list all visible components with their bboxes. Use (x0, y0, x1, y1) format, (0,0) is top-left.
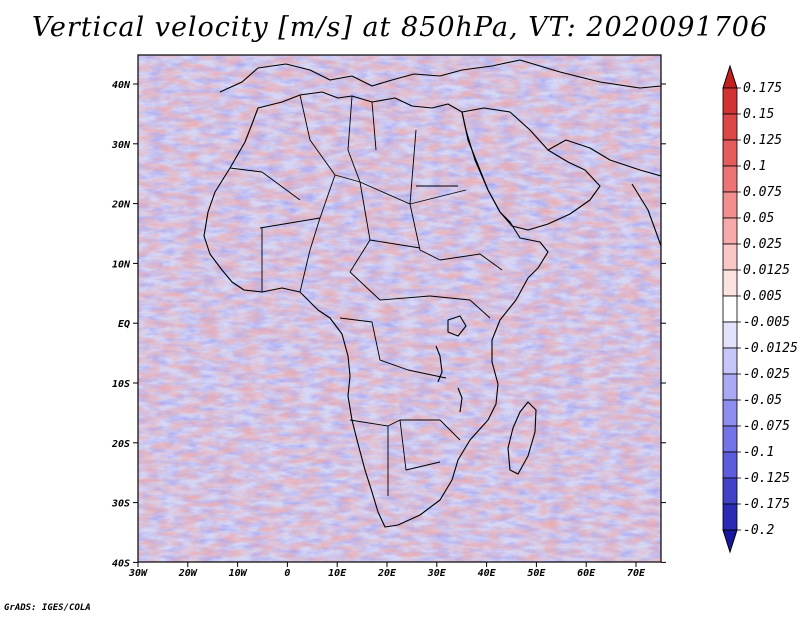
colorbar-label: -0.1 (743, 445, 774, 460)
colorbar-label: 0.125 (743, 133, 782, 148)
europe-coastline (219, 59, 521, 93)
lat-label: 10N (112, 259, 131, 270)
lake-malawi (457, 387, 463, 413)
lat-label: 30N (111, 140, 131, 151)
colorbar-swatch (722, 373, 738, 401)
colorbar-swatch (722, 503, 738, 531)
coastlines (203, 59, 661, 528)
map-title: Vertical velocity [m/s] at 850hPa, VT: 2… (31, 12, 769, 43)
colorbar-label: 0.005 (743, 289, 782, 304)
colorbar-label: -0.05 (743, 393, 782, 408)
colorbar-label: 0.15 (743, 107, 774, 122)
lat-label: 10S (112, 379, 130, 390)
longitude-ticks: 30W 20W 10W 0 10E 20E 30E 40E 50E 60E 70E (128, 562, 646, 579)
lake-victoria (447, 315, 467, 337)
colorbar-swatch (722, 191, 738, 219)
colorbar-label: 0.075 (743, 185, 782, 200)
colorbar-swatch (722, 295, 738, 323)
country-borders (229, 94, 503, 496)
colorbar: 0.175 0.15 0.125 0.1 0.075 0.05 0.025 0.0125 0.0… (722, 64, 798, 554)
colorbar-top-arrow (722, 64, 738, 89)
lon-label: 30W (128, 568, 148, 579)
colorbar-label: 0.175 (743, 81, 782, 96)
colorbar-label: -0.025 (743, 367, 790, 382)
lat-label: EQ (118, 319, 130, 330)
colorbar-label: 0.05 (743, 211, 774, 226)
colorbar-bottom-arrow (722, 529, 738, 554)
lon-label: 20E (377, 568, 397, 579)
lat-label: 30S (111, 499, 130, 510)
colorbar-swatch (722, 165, 738, 193)
lon-label: 30E (427, 568, 447, 579)
africa-coastline (203, 91, 549, 528)
colorbar-label: -0.125 (743, 471, 790, 486)
colorbar-swatch (722, 87, 738, 115)
colorbar-label: 0.0125 (743, 263, 790, 278)
colorbar-swatch (722, 425, 738, 453)
lon-label: 40E (478, 568, 497, 579)
lon-label: 0 (284, 568, 290, 579)
colorbar-label: 0.1 (743, 159, 766, 174)
colorbar-label: -0.0125 (743, 341, 798, 356)
persian-gulf (547, 139, 661, 177)
lat-label: 20N (111, 200, 131, 211)
colorbar-label: -0.2 (743, 523, 774, 538)
lon-label: 50E (527, 568, 546, 579)
colorbar-label: -0.075 (743, 419, 790, 434)
colorbar-swatch (722, 269, 738, 297)
lat-label: 20S (111, 439, 130, 450)
lon-label: 70E (627, 568, 646, 579)
colorbar-label: -0.005 (743, 315, 790, 330)
asia-coastline (519, 59, 661, 89)
plot-frame (137, 54, 662, 563)
colorbar-swatch (722, 477, 738, 505)
colorbar-label: 0.025 (743, 237, 782, 252)
colorbar-swatch (722, 451, 738, 479)
arabia-coastline (461, 107, 601, 231)
colorbar-swatch (722, 113, 738, 141)
lon-label: 20W (178, 568, 198, 579)
colorbar-swatch (722, 399, 738, 427)
lon-label: 10W (229, 568, 248, 579)
colorbar-label: -0.175 (743, 497, 790, 512)
latitude-ticks: 40N 30N 20N 10N EQ 10S 20S 30S 40S (111, 80, 666, 569)
colorbar-swatch (722, 217, 738, 245)
madagascar-coastline (507, 401, 537, 475)
lat-label: 40S (112, 558, 130, 569)
india-coast (631, 183, 661, 247)
colorbar-swatch (722, 243, 738, 271)
lon-label: 10E (328, 568, 347, 579)
lon-label: 60E (577, 568, 596, 579)
velocity-field (138, 55, 661, 562)
colorbar-swatch (722, 347, 738, 375)
colorbar-swatch (722, 321, 738, 349)
colorbar-swatch (722, 139, 738, 167)
lat-label: 40N (112, 80, 131, 91)
grads-credit: GrADS: IGES/COLA (4, 603, 91, 613)
